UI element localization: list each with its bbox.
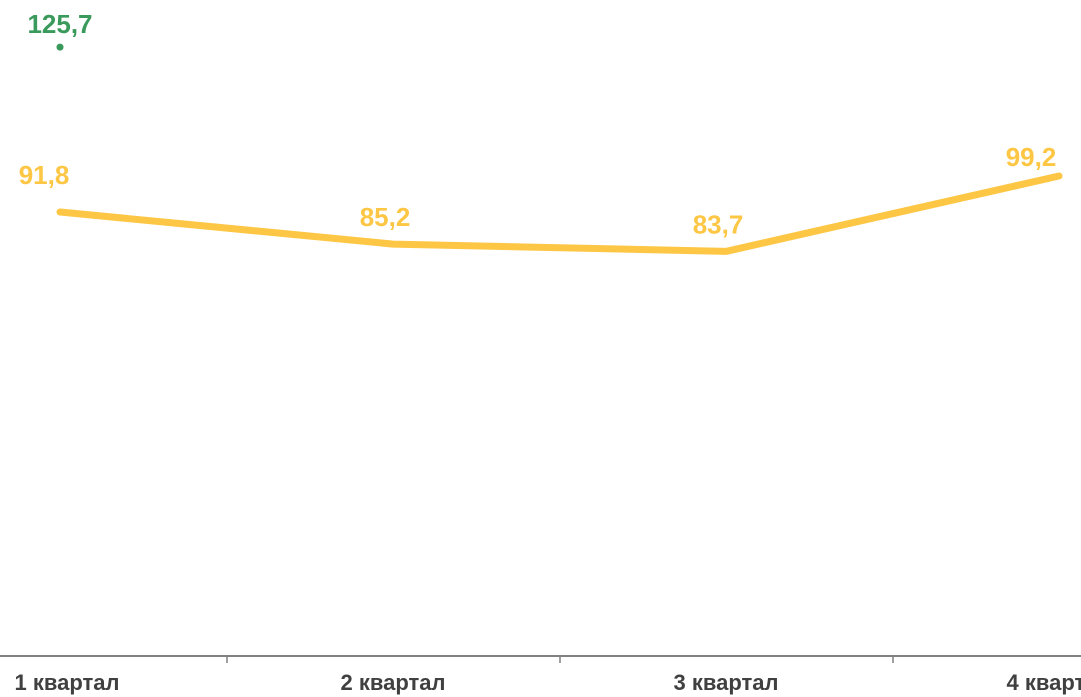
data-label-series-0-2: 83,7 xyxy=(693,209,744,239)
series-layer xyxy=(56,43,1063,255)
x-tick-label-0: 1 квартал xyxy=(15,670,120,695)
x-tick-labels: 1 квартал 2 квартал 3 квартал 4 квартал xyxy=(15,670,1081,695)
data-label-series-1-0: 125,7 xyxy=(27,9,92,39)
data-labels: 91,8 85,2 83,7 99,2 125,7 xyxy=(19,9,1057,239)
data-label-series-0-3: 99,2 xyxy=(1006,142,1057,172)
x-tick-label-1: 2 квартал xyxy=(341,670,446,695)
series-0-line xyxy=(56,172,1063,255)
series-1-point xyxy=(56,43,64,51)
x-axis xyxy=(0,655,1081,663)
data-label-series-0-0: 91,8 xyxy=(19,160,70,190)
data-label-series-0-1: 85,2 xyxy=(360,202,411,232)
x-tick-label-2: 3 квартал xyxy=(674,670,779,695)
x-tick-label-3: 4 квартал xyxy=(1007,670,1081,695)
